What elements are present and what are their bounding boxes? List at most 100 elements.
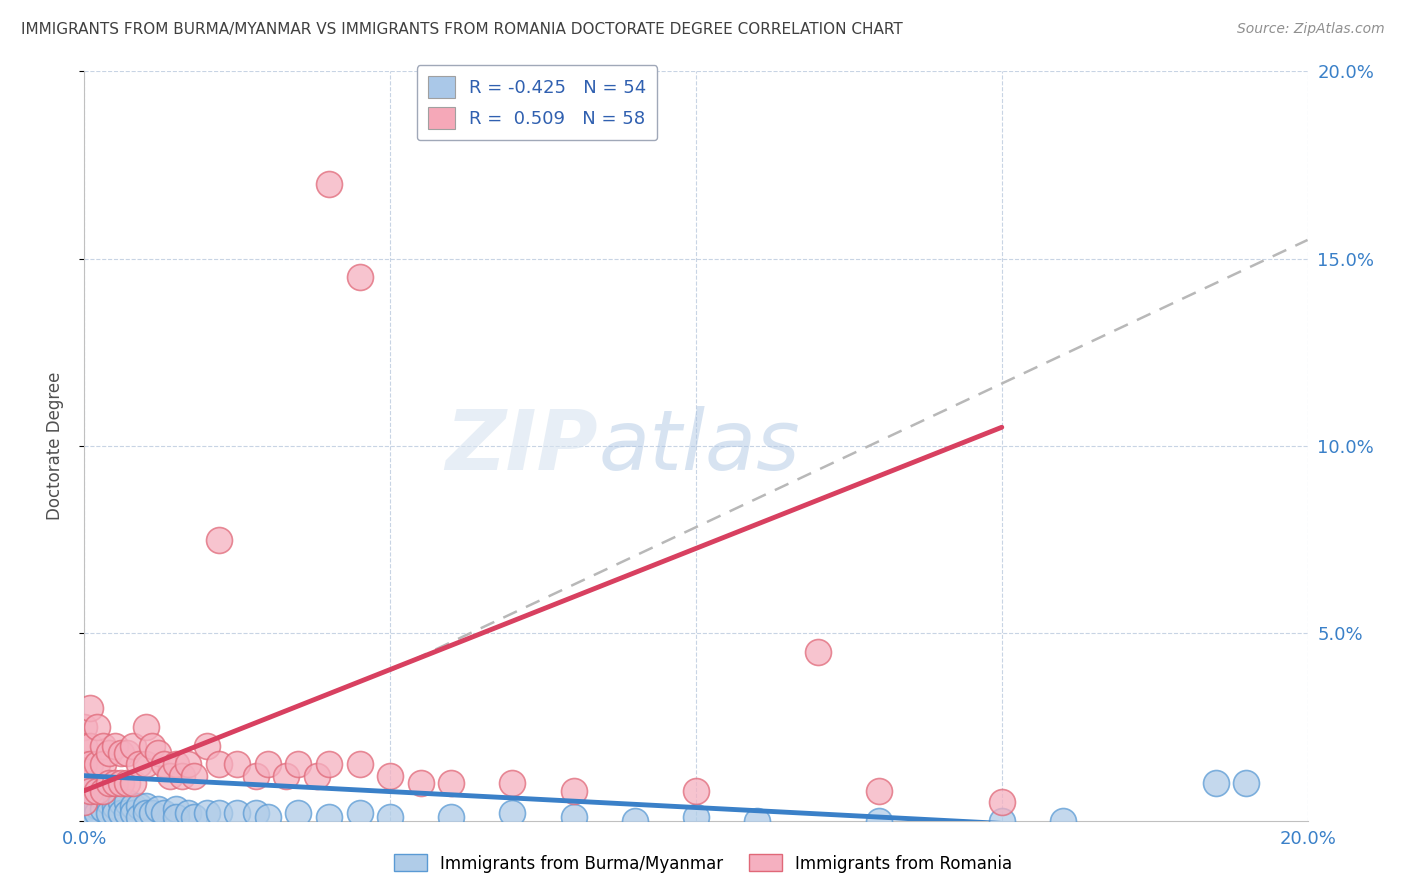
Point	[1236, 776, 1258, 790]
Point	[869, 814, 891, 828]
Point	[110, 795, 132, 809]
Point	[135, 757, 157, 772]
Point	[685, 783, 707, 797]
Point	[245, 806, 267, 821]
Point	[110, 776, 132, 790]
Point	[128, 798, 150, 813]
Point	[380, 810, 402, 824]
Point	[73, 795, 96, 809]
Point	[122, 739, 145, 753]
Point	[172, 769, 194, 783]
Point	[73, 720, 96, 734]
Point	[135, 798, 157, 813]
Point	[165, 757, 187, 772]
Point	[276, 769, 298, 783]
Point	[153, 757, 176, 772]
Point	[562, 783, 585, 797]
Point	[122, 776, 145, 790]
Point	[318, 757, 340, 772]
Point	[135, 806, 157, 821]
Point	[128, 757, 150, 772]
Point	[349, 757, 371, 772]
Point	[409, 776, 432, 790]
Point	[305, 769, 328, 783]
Point	[104, 806, 127, 821]
Point	[91, 791, 114, 805]
Point	[226, 806, 249, 821]
Point	[79, 783, 101, 797]
Point	[79, 757, 101, 772]
Point	[562, 810, 585, 824]
Point	[195, 739, 218, 753]
Point	[624, 814, 647, 828]
Point	[183, 769, 205, 783]
Point	[685, 810, 707, 824]
Point	[104, 739, 127, 753]
Point	[73, 795, 96, 809]
Point	[257, 757, 280, 772]
Point	[104, 788, 127, 802]
Point	[79, 701, 101, 715]
Point	[257, 810, 280, 824]
Point	[287, 757, 309, 772]
Point	[991, 795, 1014, 809]
Point	[73, 757, 96, 772]
Point	[245, 769, 267, 783]
Point	[1052, 814, 1074, 828]
Point	[104, 776, 127, 790]
Point	[153, 806, 176, 821]
Text: atlas: atlas	[598, 406, 800, 486]
Point	[110, 806, 132, 821]
Text: IMMIGRANTS FROM BURMA/MYANMAR VS IMMIGRANTS FROM ROMANIA DOCTORATE DEGREE CORREL: IMMIGRANTS FROM BURMA/MYANMAR VS IMMIGRA…	[21, 22, 903, 37]
Point	[91, 783, 114, 797]
Point	[79, 798, 101, 813]
Point	[91, 757, 114, 772]
Point	[165, 810, 187, 824]
Point	[440, 810, 463, 824]
Point	[91, 802, 114, 816]
Point	[349, 270, 371, 285]
Point	[115, 746, 138, 760]
Point	[208, 757, 231, 772]
Point	[115, 795, 138, 809]
Point	[869, 783, 891, 797]
Point	[73, 776, 96, 790]
Point	[177, 757, 200, 772]
Point	[135, 720, 157, 734]
Point	[165, 802, 187, 816]
Point	[86, 757, 108, 772]
Point	[104, 798, 127, 813]
Point	[97, 806, 120, 821]
Point	[177, 806, 200, 821]
Legend: R = -0.425   N = 54, R =  0.509   N = 58: R = -0.425 N = 54, R = 0.509 N = 58	[416, 65, 657, 140]
Point	[86, 720, 108, 734]
Point	[380, 769, 402, 783]
Point	[349, 806, 371, 821]
Point	[747, 814, 769, 828]
Point	[79, 791, 101, 805]
Point	[195, 806, 218, 821]
Point	[146, 802, 169, 816]
Point	[991, 814, 1014, 828]
Point	[440, 776, 463, 790]
Y-axis label: Doctorate Degree: Doctorate Degree	[45, 372, 63, 520]
Point	[208, 533, 231, 547]
Point	[91, 739, 114, 753]
Point	[79, 783, 101, 797]
Text: ZIP: ZIP	[446, 406, 598, 486]
Point	[502, 776, 524, 790]
Point	[318, 810, 340, 824]
Point	[73, 739, 96, 753]
Point	[1205, 776, 1227, 790]
Point	[97, 795, 120, 809]
Point	[86, 798, 108, 813]
Point	[79, 739, 101, 753]
Point	[318, 177, 340, 191]
Point	[502, 806, 524, 821]
Point	[128, 810, 150, 824]
Point	[86, 788, 108, 802]
Point	[97, 776, 120, 790]
Point	[115, 806, 138, 821]
Point	[208, 806, 231, 821]
Point	[141, 739, 163, 753]
